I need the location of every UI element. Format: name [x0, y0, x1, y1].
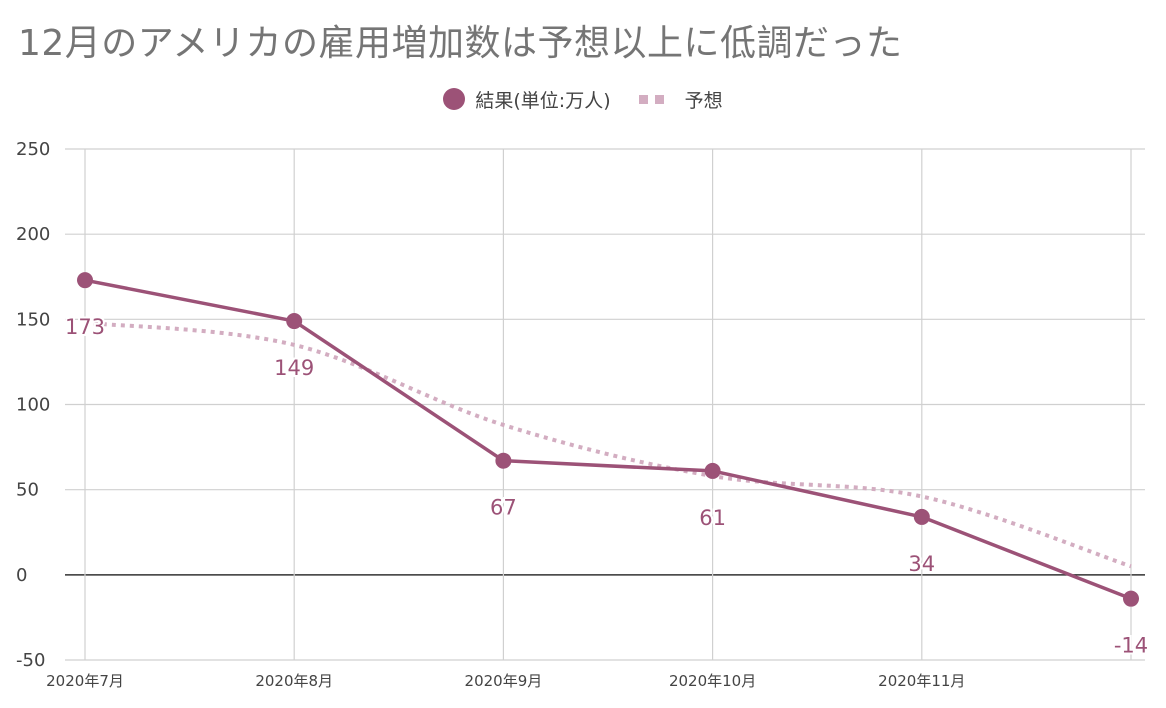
data-labels: 173 149 67 61 34 -14 — [63, 313, 1150, 660]
legend-label-result: 結果(単位:万人) — [475, 89, 611, 112]
data-point-result — [1123, 590, 1139, 607]
data-point-result — [495, 452, 512, 469]
series-line-result — [84, 278, 1132, 601]
x-tick-label: 2020年11月 — [878, 672, 965, 690]
x-axis: 2020年7月 2020年8月 2020年9月 2020年10月 2020年11月 — [46, 672, 965, 690]
legend-dotted-line-icon — [638, 94, 671, 104]
data-label-result: 34 — [908, 552, 935, 576]
y-tick-label: 150 — [16, 309, 50, 330]
x-tick-label: 2020年9月 — [465, 672, 543, 690]
data-point-result — [77, 272, 93, 289]
data-point-result — [286, 313, 303, 330]
series-line-forecast — [84, 320, 1132, 569]
grid — [65, 148, 1145, 661]
y-tick-label: 0 — [16, 565, 27, 586]
legend: 結果(単位:万人) 予想 — [0, 84, 1166, 114]
data-point-result — [704, 462, 721, 479]
legend-label-forecast: 予想 — [684, 89, 723, 112]
x-tick-label: 2020年10月 — [669, 672, 756, 690]
data-point-result — [913, 508, 930, 525]
chart-title: 12月のアメリカの雇用増加数は予想以上に低調だった — [18, 23, 903, 64]
legend-item-result[interactable]: 結果(単位:万人) — [443, 86, 611, 113]
data-label-result: 149 — [274, 356, 314, 380]
x-tick-label: 2020年8月 — [255, 672, 333, 690]
legend-circle-icon — [443, 88, 466, 110]
data-label-result: 67 — [490, 496, 517, 520]
y-tick-label: 50 — [16, 480, 39, 501]
series — [77, 272, 1139, 607]
y-axis: -50 0 50 100 150 200 250 — [16, 139, 50, 671]
y-tick-label: 100 — [16, 395, 50, 416]
x-tick-label: 2020年7月 — [46, 672, 124, 690]
data-label-result: -14 — [1114, 634, 1148, 658]
legend-item-forecast[interactable]: 予想 — [638, 86, 723, 113]
data-label-result: 173 — [65, 315, 105, 339]
y-tick-label: -50 — [16, 650, 45, 671]
y-tick-label: 250 — [16, 139, 50, 160]
y-tick-label: 200 — [16, 224, 50, 245]
data-label-result: 61 — [699, 506, 726, 530]
